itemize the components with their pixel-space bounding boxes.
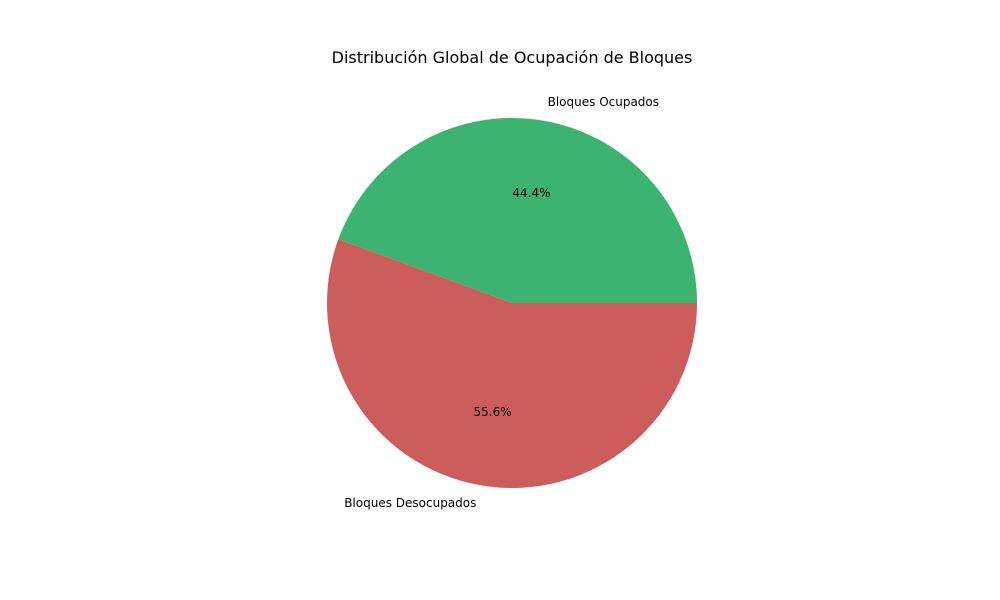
slice-label-ocupados: Bloques Ocupados [548,95,659,109]
slice-label-desocupados: Bloques Desocupados [344,496,476,510]
pie-slice-desocupados [327,239,697,488]
pie-group: Bloques Ocupados 44.4% Bloques Desocupados… [327,95,697,510]
chart-title: Distribución Global de Ocupación de Bloq… [332,48,693,67]
pie-slice-ocupados [338,117,697,303]
percent-label-ocupados: 44.4% [512,186,550,200]
percent-label-desocupados: 55.6% [474,405,512,419]
